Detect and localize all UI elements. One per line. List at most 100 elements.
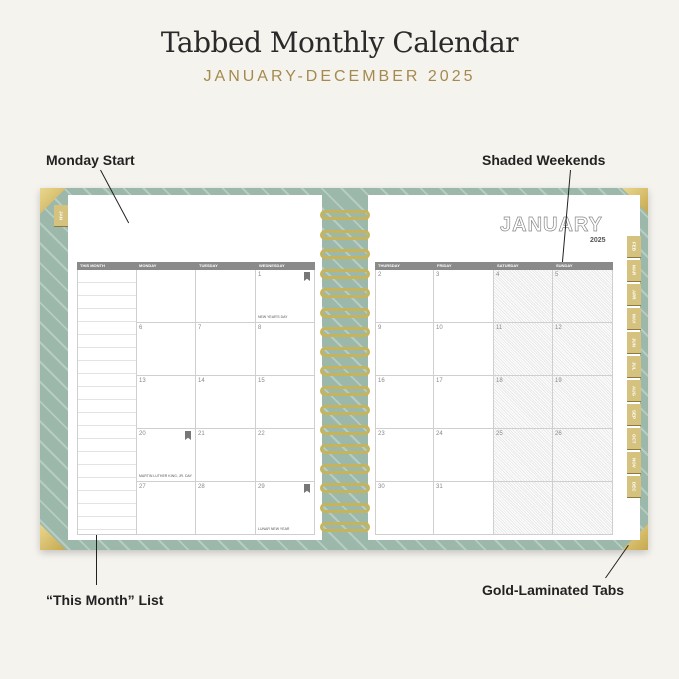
day-cell[interactable]: 11 <box>494 323 553 376</box>
spiral-ring <box>320 346 370 357</box>
tab-aug[interactable]: AUG <box>627 380 641 402</box>
spiral-ring <box>320 268 370 279</box>
day-cell[interactable]: 17 <box>434 376 494 429</box>
tab-jun[interactable]: JUN <box>627 332 641 354</box>
day-cell[interactable]: 13 <box>136 376 196 429</box>
day-cell[interactable]: 30 <box>375 482 434 535</box>
weekday-header: WEDNESDAY <box>259 263 285 268</box>
day-cell[interactable] <box>136 270 196 323</box>
day-number: 26 <box>555 431 562 437</box>
day-number: 18 <box>496 378 503 384</box>
day-cell[interactable]: 24 <box>434 429 494 482</box>
spiral-ring <box>320 502 370 513</box>
day-number: 20 <box>139 431 146 437</box>
spiral-ring <box>320 424 370 435</box>
day-number: 9 <box>378 325 382 331</box>
day-cell[interactable]: 16 <box>375 376 434 429</box>
day-cell[interactable]: 28 <box>196 482 256 535</box>
day-cell[interactable]: 4 <box>494 270 553 323</box>
day-cell[interactable]: 7 <box>196 323 256 376</box>
weekday-header: TUESDAY <box>199 263 218 268</box>
month-year: 2025 <box>590 237 606 244</box>
day-cell[interactable]: 19 <box>553 376 613 429</box>
day-number: 6 <box>139 325 143 331</box>
page-title: Tabbed Monthly Calendar <box>160 26 519 59</box>
day-number: 22 <box>258 431 265 437</box>
day-number: 28 <box>198 484 205 490</box>
day-cell[interactable] <box>553 482 613 535</box>
day-number: 29 <box>258 484 265 490</box>
day-cell[interactable] <box>494 482 553 535</box>
day-cell[interactable]: 1 NEW YEAR'S DAY <box>256 270 315 323</box>
day-number: 31 <box>436 484 443 490</box>
day-number: 8 <box>258 325 262 331</box>
bookmark-icon <box>304 484 310 493</box>
day-cell[interactable]: 3 <box>434 270 494 323</box>
page-subtitle: JANUARY-DECEMBER 2025 <box>203 68 476 85</box>
day-number: 10 <box>436 325 443 331</box>
day-cell[interactable]: 31 <box>434 482 494 535</box>
weekday-header: FRIDAY <box>437 263 452 268</box>
tab-jul[interactable]: JUL <box>627 356 641 378</box>
tab-nov[interactable]: NOV <box>627 452 641 474</box>
day-number: 14 <box>198 378 205 384</box>
day-number: 4 <box>496 272 500 278</box>
tab-oct[interactable]: OCT <box>627 428 641 450</box>
spiral-ring <box>320 483 370 493</box>
day-cell[interactable]: 22 <box>256 429 315 482</box>
callout-monday-start: Monday Start <box>46 152 135 168</box>
tab-mar[interactable]: MAR <box>627 260 641 282</box>
tab-apr[interactable]: APR <box>627 284 641 306</box>
day-number: 1 <box>258 272 262 278</box>
day-number: 21 <box>198 431 205 437</box>
callout-shaded-weekends: Shaded Weekends <box>482 152 606 168</box>
day-cell[interactable]: 5 <box>553 270 613 323</box>
day-cell[interactable]: 2 <box>375 270 434 323</box>
day-number: 2 <box>378 272 382 278</box>
day-number: 15 <box>258 378 265 384</box>
spiral-ring <box>320 405 370 415</box>
day-cell[interactable]: 25 <box>494 429 553 482</box>
day-cell[interactable]: 15 <box>256 376 315 429</box>
holiday-label: LUNAR NEW YEAR <box>258 527 290 531</box>
spiral-ring <box>320 385 370 396</box>
this-month-list[interactable] <box>77 270 136 535</box>
callout-line <box>96 520 97 585</box>
day-cell[interactable]: 21 <box>196 429 256 482</box>
spiral-ring <box>320 288 370 298</box>
header-row-right <box>375 262 613 270</box>
day-cell[interactable]: 14 <box>196 376 256 429</box>
weekday-header: THIS MONTH <box>80 263 105 268</box>
day-cell[interactable]: 18 <box>494 376 553 429</box>
day-cell[interactable]: 26 <box>553 429 613 482</box>
day-number: 3 <box>436 272 440 278</box>
day-cell[interactable]: 8 <box>256 323 315 376</box>
spiral-ring <box>320 366 370 376</box>
day-number: 19 <box>555 378 562 384</box>
day-number: 11 <box>496 325 503 331</box>
day-cell[interactable]: 29 LUNAR NEW YEAR <box>256 482 315 535</box>
tab-sep[interactable]: SEP <box>627 404 641 426</box>
tab-jan[interactable]: JAN <box>54 205 68 227</box>
tab-may[interactable]: MAY <box>627 308 641 330</box>
day-cell[interactable]: 12 <box>553 323 613 376</box>
tab-feb[interactable]: FEB <box>627 236 641 258</box>
bookmark-icon <box>185 431 191 440</box>
bookmark-icon <box>304 272 310 281</box>
weekday-header: MONDAY <box>139 263 157 268</box>
weekday-header: SATURDAY <box>497 263 519 268</box>
day-cell[interactable]: 20 MARTIN LUTHER KING, JR. DAY <box>136 429 196 482</box>
callout-this-month-list: “This Month” List <box>46 592 164 608</box>
day-number: 27 <box>139 484 146 490</box>
day-number: 25 <box>496 431 503 437</box>
day-cell[interactable]: 23 <box>375 429 434 482</box>
day-number: 17 <box>436 378 443 384</box>
day-cell[interactable]: 27 <box>136 482 196 535</box>
day-number: 13 <box>139 378 146 384</box>
day-cell[interactable]: 6 <box>136 323 196 376</box>
day-cell[interactable]: 10 <box>434 323 494 376</box>
tab-dec[interactable]: DEC <box>627 476 641 498</box>
day-cell[interactable]: 9 <box>375 323 434 376</box>
day-cell[interactable] <box>196 270 256 323</box>
spiral-ring <box>320 444 370 454</box>
